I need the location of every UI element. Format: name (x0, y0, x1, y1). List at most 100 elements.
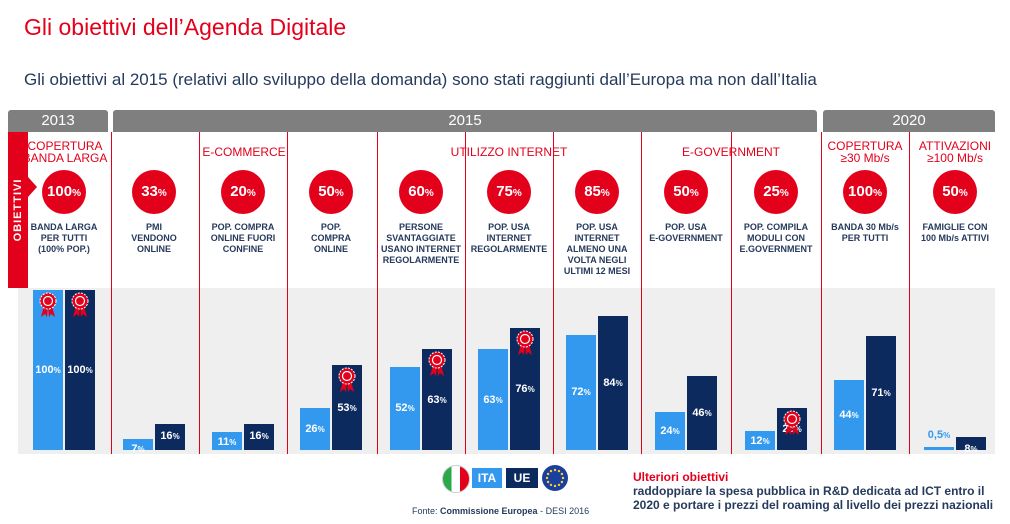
category-label: POP. USA INTERNET REGOLARMENTE (470, 222, 548, 254)
bar-value-ita: 26% (305, 423, 325, 436)
group-label-e-government: E-GOVERNMENT (681, 145, 780, 159)
obiettivi-arrow-icon (28, 177, 37, 197)
target-circle: 60% (399, 170, 443, 214)
bar-ue (510, 328, 540, 450)
divider (821, 132, 822, 454)
bar-ue (65, 290, 95, 450)
bar-value-ita: 52% (395, 402, 415, 415)
bar-value-ue: 76% (515, 383, 535, 396)
target-circle: 50% (309, 170, 353, 214)
bar-value-ita: 7% (131, 442, 145, 455)
divider (111, 132, 112, 454)
divider (465, 132, 466, 454)
target-circle: 75% (487, 170, 531, 214)
group-label-e-commerce: E-COMMERCE (202, 145, 286, 159)
page-title: Gli obiettivi dell’Agenda Digitale (24, 14, 347, 40)
bar-value-ue: 100% (67, 364, 93, 376)
bar-value-ue: 71% (871, 387, 891, 400)
bar-value-ita: 12% (750, 434, 770, 447)
bar-value-ita: 24% (660, 424, 680, 437)
year-bar-2020: 2020 (823, 110, 995, 132)
bar-ita (924, 447, 954, 450)
bar-value-ue: 84% (603, 376, 623, 389)
divider (731, 132, 732, 454)
further-objectives: Ulteriori obiettivi raddoppiare la spesa… (633, 470, 1003, 512)
target-circle: 50% (933, 170, 977, 214)
target-circle: 100% (843, 170, 887, 214)
bar-ita (123, 438, 153, 450)
eu-flag-icon (542, 465, 568, 491)
bar-ita (212, 432, 242, 450)
category-label: POP. USA INTERNET ALMENO UNA VOLTA NEGLI… (563, 222, 631, 276)
source-name: Commissione Europea (440, 506, 538, 516)
bar-value-ita: 72% (571, 386, 591, 399)
group-label-copertura-banda-larga: COPERTURA BANDA LARGA (22, 139, 108, 165)
group-label-attivazioni-100mbs: ATTIVAZIONI ≥100 Mb/s (918, 139, 992, 165)
divider (553, 132, 554, 454)
category-label: POP. COMPILA MODULI CON E.GOVERNMENT (739, 222, 813, 254)
page-subtitle: Gli obiettivi al 2015 (relativi allo svi… (24, 70, 817, 89)
target-circle: 100% (42, 170, 86, 214)
category-label: POP. COMPRA ONLINE (311, 222, 351, 254)
category-label: FAMIGLIE CON 100 Mb/s ATTIVI (920, 222, 989, 243)
category-label: PMI VENDONO ONLINE (131, 222, 177, 254)
bar-value-ue: 16% (249, 430, 269, 443)
bar-value-ita: 100% (35, 364, 61, 376)
bar-value-ita: 44% (839, 408, 859, 421)
bar-ue (598, 315, 628, 450)
target-circle: 20% (221, 170, 265, 214)
category-label: PERSONE SVANTAGGIATE USANO INTERNET REGO… (380, 222, 461, 265)
bar-ita (478, 349, 508, 450)
source-prefix: Fonte: (412, 506, 438, 516)
bar-value-ita: 63% (483, 393, 503, 406)
obiettivi-side-tab: OBIETTIVI (8, 132, 28, 288)
bar-value-ue: 53% (337, 401, 357, 414)
target-circle: 25% (754, 170, 798, 214)
source-note: Fonte: Commissione Europea - DESI 2016 (412, 506, 589, 516)
bar-ue (244, 424, 274, 450)
target-circle: 33% (132, 170, 176, 214)
category-label: POP. USA E-GOVERNMENT (649, 222, 723, 243)
year-bar-2013: 2013 (8, 110, 108, 132)
bar-ita (300, 408, 330, 450)
divider (199, 132, 200, 454)
achieved-rosette-icon (39, 292, 57, 317)
bar-value-ita: 11% (217, 436, 237, 449)
further-objectives-text: raddoppiare la spesa pubblica in R&D ded… (633, 484, 994, 512)
divider (377, 132, 378, 454)
bar-value-ue: 63% (427, 393, 447, 406)
group-label-utilizzo-internet: UTILIZZO INTERNET (450, 145, 568, 159)
bar-ita (566, 334, 596, 450)
bar-ita (745, 430, 775, 450)
bar-value-ue: 16% (160, 430, 180, 443)
bar-ue (866, 336, 896, 450)
bar-ita (33, 290, 63, 450)
divider (909, 132, 910, 454)
bar-ita (390, 366, 420, 450)
bar-ue (956, 437, 986, 450)
year-bar-2015: 2015 (113, 110, 817, 132)
further-objectives-title: Ulteriori obiettivi (633, 470, 729, 484)
bar-ue (687, 376, 717, 450)
divider (641, 132, 642, 454)
achieved-rosette-icon (428, 351, 446, 377)
achieved-rosette-icon (783, 410, 801, 436)
bar-value-ue: 46% (692, 407, 712, 420)
bar-ita (834, 379, 864, 450)
italy-flag-icon (442, 465, 470, 493)
bar-ue (155, 424, 185, 450)
group-label-copertura-30mbs: COPERTURA ≥30 Mb/s (827, 139, 903, 165)
legend-ue: UE (506, 468, 538, 488)
category-label: BANDA 30 Mb/s PER TUTTI (831, 222, 899, 243)
target-circle: 85% (575, 170, 619, 214)
achieved-rosette-icon (338, 367, 356, 393)
bar-value-ue: 8% (964, 443, 978, 456)
category-label: BANDA LARGA PER TUTTI (100% POP.) (30, 222, 98, 254)
category-label: POP. COMPRA ONLINE FUORI CONFINE (210, 222, 276, 254)
bar-value-ita: 0,5% (927, 429, 951, 441)
target-circle: 50% (664, 170, 708, 214)
legend-ita: ITA (472, 468, 502, 488)
divider (287, 132, 288, 454)
bar-ita (655, 411, 685, 450)
achieved-rosette-icon (516, 330, 534, 356)
